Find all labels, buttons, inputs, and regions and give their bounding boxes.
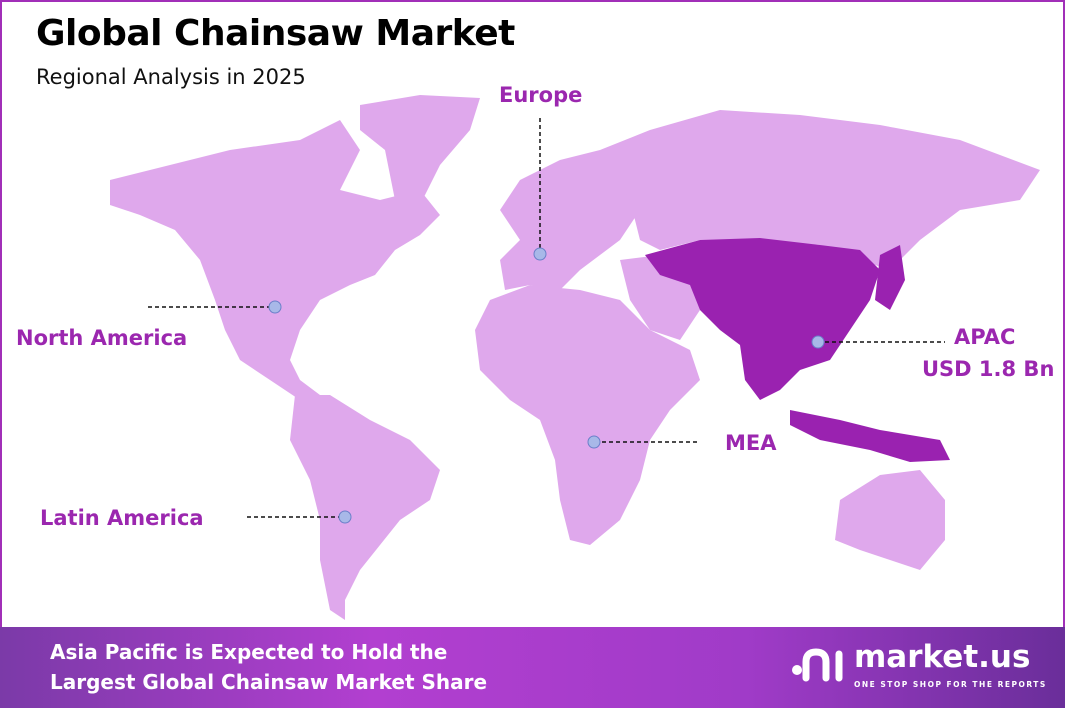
logo-mark-icon: [792, 648, 843, 682]
north-america-marker: [268, 300, 282, 314]
north-america-shape: [110, 120, 440, 400]
label-europe: Europe: [499, 83, 583, 107]
label-latin-america: Latin America: [40, 506, 204, 530]
africa-shape: [475, 285, 700, 545]
greenland-shape: [360, 95, 480, 215]
page-subtitle: Regional Analysis in 2025: [36, 65, 306, 89]
mea-marker: [587, 435, 601, 449]
label-north-america: North America: [16, 326, 188, 350]
logo-tagline: ONE STOP SHOP FOR THE REPORTS: [854, 680, 1047, 689]
latin-america-marker: [338, 510, 352, 524]
apac-marker: [811, 335, 825, 349]
footer-line-2: Largest Global Chainsaw Market Share: [50, 670, 488, 694]
europe-marker: [533, 247, 547, 261]
japan-shape: [875, 245, 905, 310]
australia-shape: [835, 470, 945, 570]
footer-banner: Asia Pacific is Expected to Hold the Lar…: [0, 627, 1065, 708]
page-title: Global Chainsaw Market: [36, 13, 515, 54]
south-america-shape: [290, 395, 440, 620]
apac-shape: [645, 238, 880, 400]
label-apac-value: USD 1.8 Bn: [922, 357, 1055, 381]
label-mea: MEA: [725, 431, 777, 455]
world-map: [110, 95, 1040, 620]
logo-name: market.us: [854, 639, 1031, 675]
label-apac: APAC: [954, 325, 1016, 349]
footer-text: Asia Pacific is Expected to Hold the Lar…: [50, 637, 487, 697]
footer-line-1: Asia Pacific is Expected to Hold the: [50, 640, 448, 664]
asia-shape: [600, 110, 1040, 270]
market-us-logo: market.us ONE STOP SHOP FOR THE REPORTS: [790, 637, 1047, 691]
indonesia-shape: [790, 410, 950, 462]
